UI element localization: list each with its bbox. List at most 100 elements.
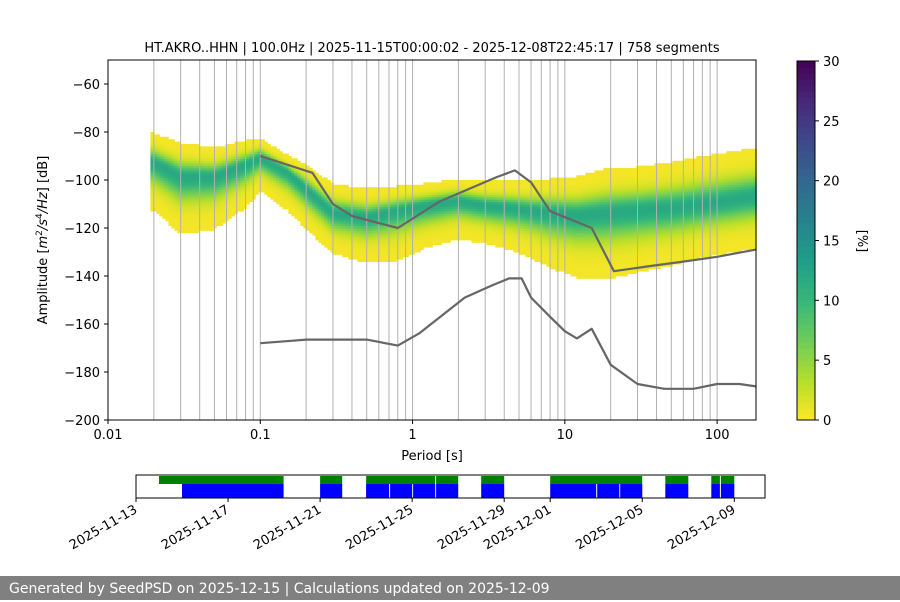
heatmap-cell: [378, 213, 382, 217]
heatmap-cell: [240, 144, 244, 147]
heatmap-cell: [588, 242, 592, 246]
heatmap-cell: [171, 220, 175, 224]
heatmap-cell: [222, 201, 226, 205]
heatmap-cell: [549, 206, 553, 210]
heatmap-cell: [399, 237, 403, 241]
heatmap-cell: [507, 187, 511, 190]
heatmap-cell: [159, 187, 163, 190]
heatmap-cell: [225, 177, 229, 181]
heatmap-cell: [219, 177, 223, 181]
heatmap-cell: [183, 175, 187, 178]
heatmap-cell: [516, 216, 520, 219]
heatmap-cell: [492, 194, 496, 198]
heatmap-cell: [537, 216, 541, 219]
heatmap-cell: [540, 201, 544, 205]
heatmap-cell: [555, 242, 559, 246]
heatmap-cell: [300, 194, 304, 198]
heatmap-cell: [288, 156, 292, 159]
heatmap-cell: [615, 208, 619, 212]
heatmap-cell: [579, 208, 583, 212]
heatmap-cell: [561, 177, 565, 181]
heatmap-cell: [300, 196, 304, 200]
heatmap-cell: [390, 237, 394, 241]
heatmap-cell: [459, 194, 463, 198]
heatmap-cell: [459, 204, 463, 207]
heatmap-cell: [390, 230, 394, 234]
heatmap-cell: [309, 225, 313, 229]
heatmap-cell: [510, 228, 514, 231]
heatmap-cell: [477, 204, 481, 207]
heatmap-cell: [546, 225, 550, 229]
heatmap-cell: [321, 213, 325, 217]
heatmap-cell: [234, 177, 238, 181]
heatmap-cell: [342, 242, 346, 246]
heatmap-cell: [513, 206, 517, 210]
heatmap-cell: [303, 192, 307, 195]
heatmap-cell: [612, 235, 616, 238]
heatmap-cell: [582, 206, 586, 210]
heatmap-cell: [573, 177, 577, 181]
heatmap-cell: [240, 163, 244, 166]
heatmap-cell: [549, 266, 553, 270]
heatmap-cell: [189, 230, 193, 234]
heatmap-cell: [444, 228, 448, 231]
heatmap-cell: [306, 165, 310, 169]
heatmap-cell: [177, 196, 181, 200]
heatmap-cell: [462, 223, 466, 226]
heatmap-cell: [567, 216, 571, 219]
heatmap-cell: [165, 182, 169, 186]
heatmap-cell: [474, 182, 478, 186]
heatmap-cell: [201, 194, 205, 198]
heatmap-cell: [390, 228, 394, 231]
heatmap-cell: [480, 223, 484, 226]
heatmap-cell: [585, 192, 589, 195]
heatmap-cell: [264, 163, 268, 166]
heatmap-cell: [573, 249, 577, 253]
heatmap-cell: [618, 182, 622, 186]
heatmap-cell: [486, 220, 490, 224]
heatmap-cell: [450, 206, 454, 210]
heatmap-cell: [312, 213, 316, 217]
heatmap-cell: [336, 240, 340, 243]
heatmap-cell: [546, 184, 550, 188]
heatmap-cell: [261, 175, 265, 178]
heatmap-cell: [435, 199, 439, 202]
heatmap-cell: [228, 148, 232, 152]
heatmap-cell: [600, 189, 604, 193]
heatmap-cell: [600, 268, 604, 272]
heatmap-cell: [603, 249, 607, 253]
heatmap-cell: [618, 228, 622, 231]
heatmap-cell: [582, 240, 586, 243]
heatmap-cell: [228, 170, 232, 174]
heatmap-cell: [426, 182, 430, 186]
heatmap-cell: [522, 187, 526, 190]
heatmap-cell: [291, 158, 295, 162]
heatmap-cell: [240, 172, 244, 176]
heatmap-cell: [393, 256, 397, 260]
heatmap-cell: [354, 228, 358, 231]
heatmap-cell: [207, 184, 211, 188]
heatmap-cell: [183, 204, 187, 207]
heatmap-cell: [555, 228, 559, 231]
heatmap-cell: [363, 196, 367, 200]
heatmap-cell: [582, 220, 586, 224]
heatmap-cell: [480, 235, 484, 238]
heatmap-cell: [315, 172, 319, 176]
heatmap-cell: [573, 264, 577, 267]
heatmap-cell: [210, 216, 214, 219]
heatmap-cell: [246, 160, 250, 164]
heatmap-cell: [270, 177, 274, 181]
heatmap-cell: [327, 184, 331, 188]
heatmap-cell: [591, 244, 595, 248]
heatmap-cell: [282, 180, 286, 183]
heatmap-cell: [300, 175, 304, 178]
heatmap-cell: [276, 163, 280, 166]
heatmap-cell: [195, 196, 199, 200]
heatmap-cell: [561, 242, 565, 246]
heatmap-cell: [471, 237, 475, 241]
heatmap-cell: [177, 206, 181, 210]
heatmap-cell: [504, 225, 508, 229]
heatmap-cell: [459, 228, 463, 231]
heatmap-cell: [573, 240, 577, 243]
heatmap-cell: [471, 223, 475, 226]
